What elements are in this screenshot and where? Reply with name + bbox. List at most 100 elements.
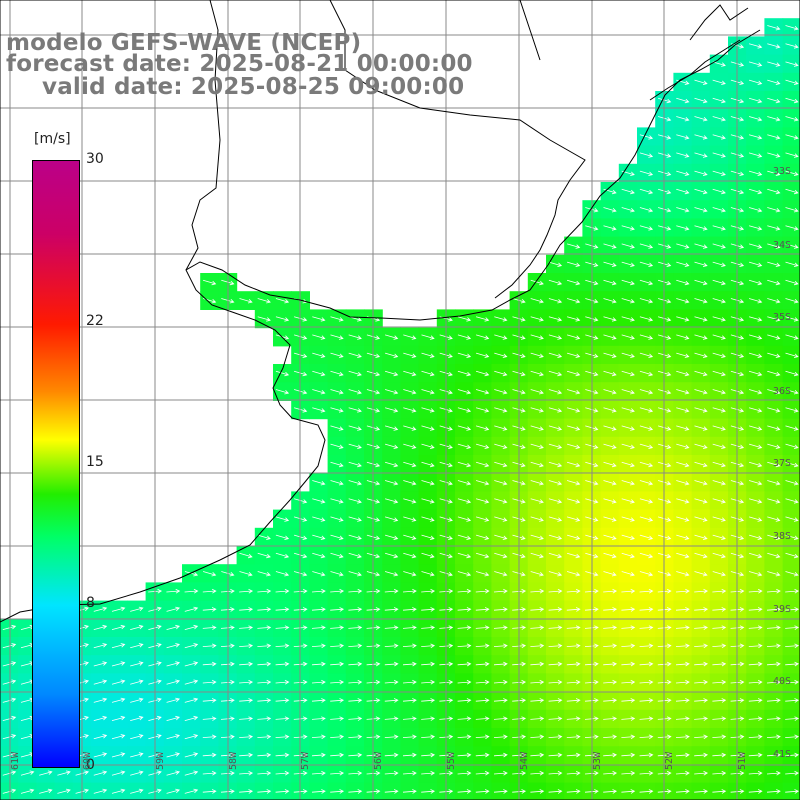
wind-arrow — [767, 407, 781, 413]
wind-arrow — [457, 552, 472, 559]
wind-arrow — [257, 316, 271, 322]
wind-arrow — [603, 607, 618, 612]
wind-arrow — [712, 225, 726, 231]
wind-arrow — [421, 370, 435, 377]
wind-arrow — [621, 425, 635, 431]
wind-arrow — [421, 516, 435, 522]
wind-arrow — [748, 480, 763, 486]
wind-arrow — [785, 716, 800, 721]
wind-arrow — [493, 588, 508, 594]
wind-arrow — [676, 334, 690, 340]
wind-arrow — [712, 352, 726, 358]
latitude-label: 34S — [773, 240, 792, 251]
wind-arrow — [402, 770, 417, 776]
wind-arrow — [530, 643, 545, 649]
wind-arrow — [566, 679, 581, 685]
wind-arrow — [603, 734, 618, 740]
wind-arrow — [530, 298, 544, 304]
wind-arrow — [676, 261, 690, 267]
wind-arrow — [748, 261, 763, 267]
wind-arrow — [639, 461, 654, 468]
wind-arrow — [785, 116, 799, 122]
wind-arrow — [202, 716, 217, 721]
wind-arrow — [421, 389, 435, 395]
wind-arrow — [694, 243, 708, 249]
wind-arrow — [530, 661, 545, 667]
wind-arrow — [202, 752, 217, 758]
wind-arrow — [712, 116, 726, 122]
wind-arrow — [767, 571, 781, 577]
wind-arrow — [275, 607, 290, 612]
wind-arrow — [257, 661, 272, 667]
wind-arrow — [184, 752, 199, 758]
wind-arrow — [566, 352, 581, 358]
wind-arrow — [676, 207, 690, 213]
wind-arrow — [767, 134, 781, 140]
wind-arrow — [421, 752, 436, 758]
wind-arrow — [566, 261, 581, 267]
wind-arrow — [421, 716, 436, 721]
wind-arrow — [239, 607, 254, 612]
wind-arrow — [166, 752, 181, 758]
wind-arrow — [111, 606, 126, 612]
wind-arrow — [712, 261, 726, 267]
latitude-label: 33S — [773, 166, 792, 177]
wind-arrow — [694, 261, 708, 267]
wind-arrow — [767, 25, 781, 31]
wind-arrow — [694, 116, 708, 122]
wind-arrow — [694, 698, 709, 703]
wind-arrow — [330, 480, 344, 486]
wind-arrow — [639, 661, 654, 667]
wind-arrow — [111, 734, 126, 740]
wind-arrow — [184, 734, 199, 740]
wind-arrow — [475, 407, 490, 413]
wind-arrow — [694, 170, 708, 176]
wind-arrow — [548, 534, 563, 540]
wind-arrow — [257, 552, 271, 559]
wind-arrow — [767, 461, 781, 468]
wind-arrow — [530, 461, 544, 468]
wind-arrow — [785, 298, 799, 304]
wind-arrow — [457, 534, 472, 540]
wind-arrow — [239, 625, 254, 630]
longitude-label: 61W — [10, 751, 21, 770]
wind-arrow — [639, 679, 654, 685]
wind-arrow — [639, 279, 654, 286]
wind-arrow — [767, 352, 781, 358]
wind-arrow — [384, 461, 399, 468]
wind-arrow — [712, 152, 726, 158]
wind-arrow — [621, 407, 635, 413]
wind-arrow — [457, 370, 472, 377]
wind-arrow — [748, 661, 763, 667]
wind-arrow — [639, 643, 654, 649]
legend-tick-label: 15 — [86, 454, 104, 470]
wind-arrow — [311, 789, 326, 794]
wind-arrow — [639, 407, 654, 413]
wind-arrow — [330, 643, 345, 649]
wind-arrow — [603, 552, 617, 559]
legend-tick-label: 30 — [86, 151, 104, 167]
wind-arrow — [694, 207, 708, 213]
wind-arrow — [676, 425, 690, 431]
wind-arrow — [785, 752, 800, 758]
wind-arrow — [566, 425, 581, 431]
wind-arrow — [202, 588, 217, 594]
wind-arrow — [166, 697, 181, 703]
wind-arrow — [766, 643, 781, 649]
wind-arrow — [348, 607, 363, 612]
wind-arrow — [530, 352, 544, 358]
wind-arrow — [603, 298, 617, 304]
wind-arrow — [111, 752, 126, 758]
wind-arrow — [475, 625, 490, 630]
wind-arrow — [403, 407, 417, 413]
wind-arrow — [275, 789, 290, 794]
wind-arrow — [384, 607, 399, 612]
wind-arrow — [767, 516, 781, 522]
wind-arrow — [712, 643, 727, 649]
wind-arrow — [348, 498, 362, 504]
wind-arrow — [621, 298, 635, 304]
wind-arrow — [785, 643, 800, 649]
wind-arrow — [494, 407, 508, 413]
